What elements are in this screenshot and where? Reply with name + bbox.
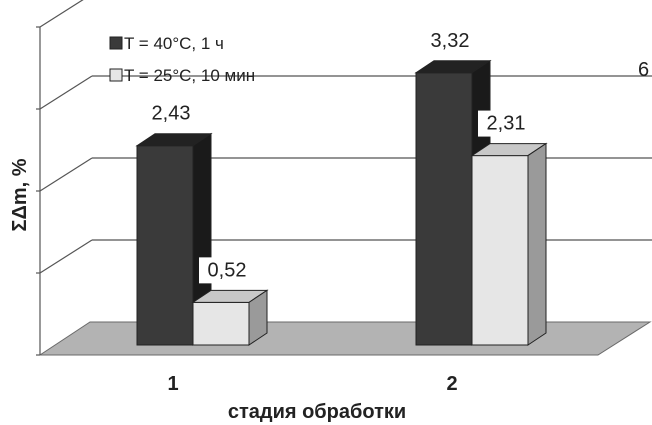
bar-front — [136, 145, 194, 346]
value-label-bg — [199, 257, 255, 284]
grid-lines — [36, 0, 652, 356]
value-label-bg — [143, 100, 199, 127]
chart-floor — [38, 321, 652, 356]
bar-side — [527, 142, 547, 346]
bar-front — [471, 155, 529, 346]
value-label: 0,52 — [208, 259, 247, 281]
legend-swatch-series-2 — [109, 68, 123, 82]
legend-swatch-series-1 — [109, 36, 123, 50]
legend-label-series-1: T = 40°C, 1 ч — [124, 34, 224, 53]
x-axis-title: стадия обработки — [228, 401, 406, 423]
value-labels: 2,43 0,52 3,32 2,31 — [143, 27, 534, 284]
bar-series-1-cat-1 — [135, 132, 213, 346]
gridline-wall — [39, 0, 84, 28]
edge-fragment-text: 6 — [638, 59, 649, 81]
value-label-bg — [422, 27, 478, 54]
legend-label-series-2: T = 25°C, 10 мин — [124, 66, 255, 85]
value-label: 2,31 — [487, 113, 526, 135]
bar-series-2-cat-2 — [470, 142, 548, 346]
bar-series-2-cat-1 — [191, 289, 269, 346]
x-tick-label: 1 — [167, 373, 178, 395]
bar-side — [248, 289, 268, 346]
bars — [135, 59, 548, 346]
bar-front — [415, 72, 473, 346]
value-label: 2,43 — [152, 103, 191, 125]
value-label-bg — [478, 110, 534, 137]
gridline-wall — [39, 239, 93, 274]
gridline-wall — [39, 75, 93, 110]
x-tick-label: 2 — [446, 373, 457, 395]
gridline-wall — [39, 157, 93, 192]
bar-front — [192, 301, 250, 346]
y-axis-title: ΣΔm, % — [9, 158, 31, 231]
legend: T = 40°C, 1 ч T = 25°C, 10 мин — [109, 34, 255, 85]
value-label: 3,32 — [431, 30, 470, 52]
